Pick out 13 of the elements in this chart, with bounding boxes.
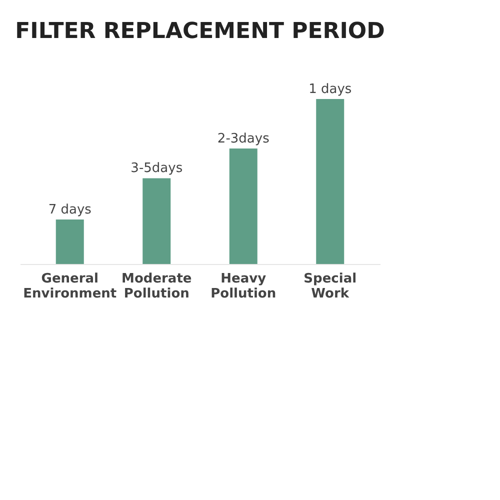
bar [229,148,258,264]
bar [56,219,84,264]
x-tick-label: Heavy Pollution [210,272,276,302]
annotation: 2-3days [217,132,270,146]
bar [316,99,344,264]
annotation: 7 days [48,202,92,218]
annotation: 1 days [308,82,352,97]
chart-title: FILTER REPLACEMENT PERIOD [15,19,385,44]
x-tick-label: Special Work [304,272,357,302]
bar [142,178,171,264]
annotation: 3-5days [130,161,183,176]
x-tick-label: General Environment [23,272,117,302]
x-tick-label: Moderate Pollution [122,272,192,302]
